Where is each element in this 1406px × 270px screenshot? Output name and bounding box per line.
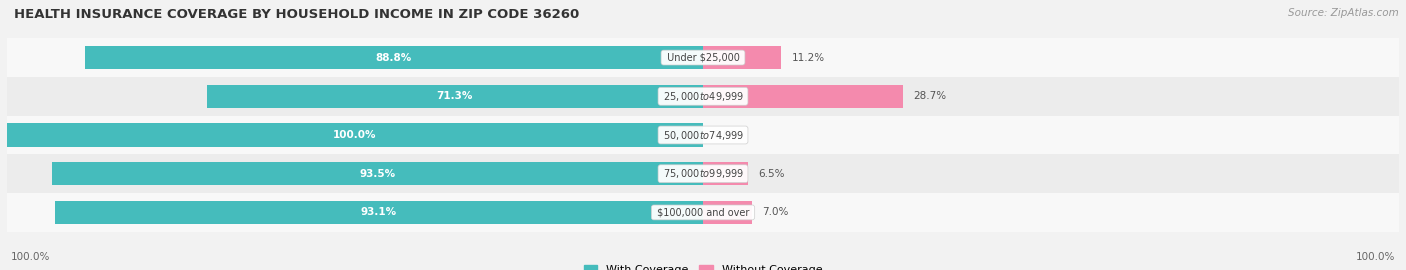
Text: 100.0%: 100.0% [11,252,51,262]
Legend: With Coverage, Without Coverage: With Coverage, Without Coverage [582,262,824,270]
Bar [207,85,703,108]
Bar [7,154,1399,193]
Text: $50,000 to $74,999: $50,000 to $74,999 [661,129,745,141]
Bar [7,116,1399,154]
Bar [52,162,703,185]
Bar [703,46,780,69]
Text: 28.7%: 28.7% [912,91,946,101]
Bar [7,38,1399,77]
Text: HEALTH INSURANCE COVERAGE BY HOUSEHOLD INCOME IN ZIP CODE 36260: HEALTH INSURANCE COVERAGE BY HOUSEHOLD I… [14,8,579,21]
Text: 93.5%: 93.5% [360,169,395,179]
Text: Source: ZipAtlas.com: Source: ZipAtlas.com [1288,8,1399,18]
Text: $75,000 to $99,999: $75,000 to $99,999 [661,167,745,180]
Text: 71.3%: 71.3% [437,91,472,101]
Bar [7,123,703,147]
Bar [84,46,703,69]
Text: $100,000 and over: $100,000 and over [654,207,752,217]
Text: $25,000 to $49,999: $25,000 to $49,999 [661,90,745,103]
Text: 93.1%: 93.1% [361,207,396,217]
Bar [703,201,752,224]
Bar [7,193,1399,232]
Text: 7.0%: 7.0% [762,207,789,217]
Text: 0.0%: 0.0% [713,130,740,140]
Bar [703,162,748,185]
Bar [703,85,903,108]
Bar [55,201,703,224]
Text: 6.5%: 6.5% [759,169,785,179]
Text: 88.8%: 88.8% [375,53,412,63]
Text: 11.2%: 11.2% [792,53,824,63]
Text: Under $25,000: Under $25,000 [664,53,742,63]
Text: 100.0%: 100.0% [1355,252,1395,262]
Text: 100.0%: 100.0% [333,130,377,140]
Bar [7,77,1399,116]
